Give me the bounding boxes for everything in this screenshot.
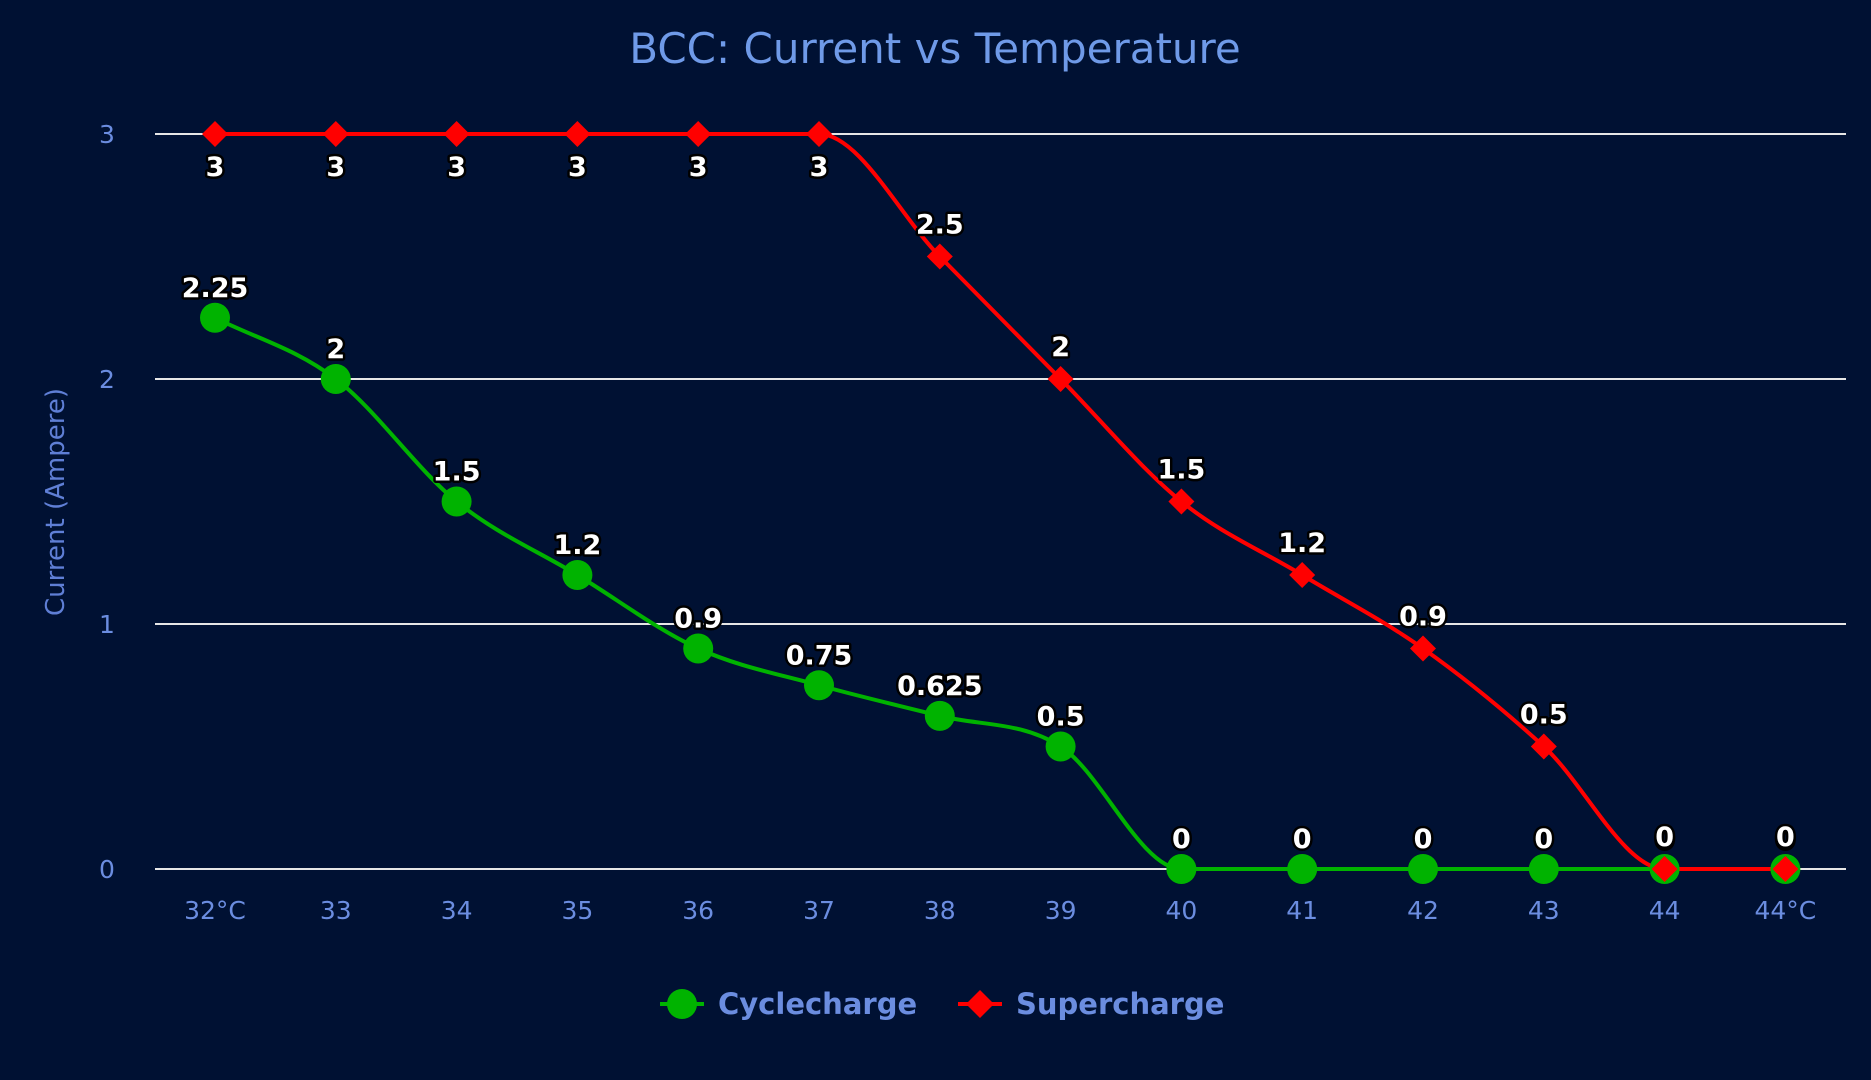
- series-line-cyclecharge: [213, 315, 1788, 871]
- data-point-supercharge[interactable]: [1410, 635, 1436, 662]
- y-tick-label: 1: [99, 610, 115, 639]
- legend-label-cyclecharge: Cyclecharge: [718, 987, 917, 1021]
- data-label-supercharge: 0.9: [1399, 602, 1447, 633]
- series-layer: [200, 121, 1801, 884]
- legend-marker-cyclecharge: [667, 989, 697, 1019]
- data-label-cyclecharge: 1.2: [553, 530, 601, 561]
- data-label-cyclecharge: 2: [326, 334, 345, 365]
- data-point-supercharge[interactable]: [564, 121, 591, 147]
- data-label-supercharge: 3: [689, 152, 708, 183]
- y-tick-label: 2: [99, 365, 115, 394]
- data-point-supercharge[interactable]: [926, 243, 953, 270]
- data-point-supercharge[interactable]: [806, 121, 832, 147]
- y-tick-label: 3: [99, 120, 115, 149]
- data-label-supercharge: 1.2: [1278, 528, 1326, 559]
- legend-label-supercharge: Supercharge: [1016, 987, 1224, 1021]
- data-point-supercharge[interactable]: [202, 121, 228, 147]
- data-label-cyclecharge: 1.5: [433, 457, 481, 488]
- series-line-supercharge: [213, 131, 1788, 871]
- data-label-cyclecharge: 2.25: [182, 273, 249, 304]
- legend-marker-supercharge: [966, 990, 994, 1018]
- x-axis-ticks: 32°C 33 34 35 36 37 38 39 40 41 42 43 44 44°C: [184, 896, 1816, 925]
- chart-title: BCC: Current vs Temperature: [629, 24, 1240, 73]
- data-point-cyclecharge[interactable]: [200, 302, 230, 333]
- data-label-supercharge: 3: [206, 152, 225, 183]
- data-point-cyclecharge[interactable]: [320, 364, 351, 394]
- data-label-cyclecharge: 0: [1414, 824, 1433, 855]
- data-point-cyclecharge[interactable]: [562, 560, 593, 590]
- data-point-cyclecharge[interactable]: [1408, 854, 1438, 884]
- data-point-supercharge[interactable]: [1047, 366, 1074, 392]
- x-tick-label: 40: [1165, 896, 1197, 925]
- grid-lines: [155, 133, 1846, 870]
- x-tick-label: 35: [561, 896, 593, 925]
- data-point-supercharge[interactable]: [1168, 488, 1195, 515]
- x-tick-label: 42: [1407, 896, 1439, 925]
- data-label-supercharge: 2: [1051, 332, 1070, 363]
- data-point-supercharge[interactable]: [685, 121, 712, 147]
- data-point-supercharge[interactable]: [1289, 562, 1316, 588]
- x-tick-label: 36: [682, 896, 714, 925]
- data-label-cyclecharge: 0: [1172, 824, 1191, 855]
- data-label-supercharge: 0.5: [1520, 700, 1568, 731]
- data-label-supercharge: 0: [1776, 822, 1795, 853]
- data-label-supercharge: 2.5: [916, 210, 964, 241]
- data-label-supercharge: 1.5: [1157, 455, 1205, 486]
- x-tick-label: 33: [320, 896, 352, 925]
- x-tick-label: 37: [803, 896, 835, 925]
- legend-item-supercharge[interactable]: Supercharge: [958, 987, 1224, 1021]
- data-label-cyclecharge: 0.5: [1037, 702, 1085, 733]
- data-point-supercharge[interactable]: [1772, 856, 1799, 882]
- data-label-supercharge: 0: [1655, 822, 1674, 853]
- data-point-supercharge[interactable]: [322, 121, 349, 147]
- data-point-cyclecharge[interactable]: [441, 486, 472, 517]
- data-label-supercharge: 3: [810, 152, 829, 183]
- data-label-supercharge: 3: [568, 152, 587, 183]
- data-point-cyclecharge[interactable]: [1528, 854, 1559, 884]
- data-label-cyclecharge: 0: [1534, 824, 1553, 855]
- x-tick-label: 39: [1045, 896, 1077, 925]
- data-label-cyclecharge: 0.75: [786, 640, 853, 671]
- x-tick-label: 38: [924, 896, 956, 925]
- data-point-supercharge[interactable]: [443, 121, 470, 147]
- y-tick-label: 0: [99, 855, 115, 884]
- data-point-cyclecharge[interactable]: [1287, 854, 1318, 884]
- data-point-cyclecharge[interactable]: [924, 700, 955, 731]
- data-point-cyclecharge[interactable]: [1166, 854, 1197, 884]
- x-tick-label: 44°C: [1755, 896, 1817, 925]
- data-point-supercharge[interactable]: [1530, 733, 1557, 760]
- x-tick-label: 41: [1286, 896, 1318, 925]
- data-label-cyclecharge: 0: [1655, 824, 1674, 855]
- legend-item-cyclecharge[interactable]: Cyclecharge: [660, 987, 917, 1021]
- data-label-supercharge: 3: [326, 152, 345, 183]
- y-axis-label: Current (Ampere): [41, 388, 71, 616]
- x-tick-label: 34: [441, 896, 473, 925]
- data-labels: 2.25 2 1.5 1.2 0.9 0.75 0.625 0.5 0 0 0 0 0 0 3 3 3 3 3 3 2.…: [179, 150, 1797, 858]
- x-tick-label: 44: [1649, 896, 1681, 925]
- x-tick-label: 43: [1528, 896, 1560, 925]
- data-label-supercharge: 3: [447, 152, 466, 183]
- data-label-cyclecharge: 0.625: [897, 671, 982, 702]
- data-point-cyclecharge[interactable]: [804, 670, 834, 701]
- data-label-cyclecharge: 0: [1293, 824, 1312, 855]
- legend[interactable]: Cyclecharge Supercharge: [660, 987, 1224, 1021]
- data-label-cyclecharge: 0: [1776, 824, 1795, 855]
- data-point-cyclecharge[interactable]: [1045, 731, 1076, 762]
- x-tick-label: 32°C: [184, 896, 246, 925]
- data-point-supercharge[interactable]: [1651, 856, 1678, 882]
- data-point-cyclecharge[interactable]: [683, 633, 714, 664]
- y-axis-ticks: 0 1 2 3: [99, 120, 115, 884]
- data-label-cyclecharge: 0.9: [674, 604, 722, 635]
